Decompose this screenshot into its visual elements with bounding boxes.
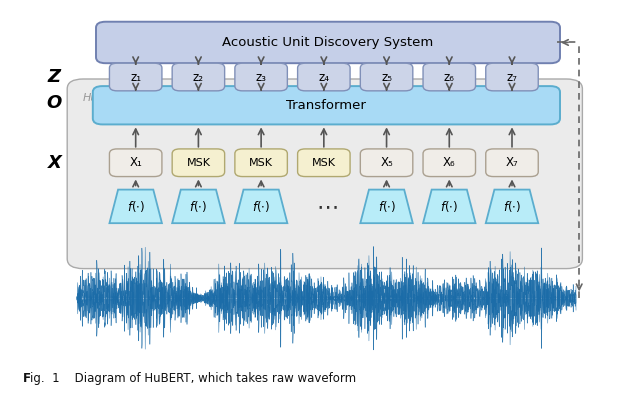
Polygon shape (486, 190, 538, 223)
Text: X₇: X₇ (506, 156, 518, 169)
Text: z₁: z₁ (130, 71, 141, 83)
Text: X: X (47, 154, 61, 172)
FancyBboxPatch shape (298, 149, 350, 177)
Text: $\cdots$: $\cdots$ (316, 197, 337, 216)
Text: MSK: MSK (249, 158, 273, 168)
Text: MSK: MSK (312, 158, 336, 168)
FancyBboxPatch shape (109, 63, 162, 91)
Text: ig.  1    Diagram of HuBERT, which takes raw waveform: ig. 1 Diagram of HuBERT, which takes raw… (30, 372, 356, 385)
Text: z₇: z₇ (506, 71, 518, 83)
Text: X₅: X₅ (380, 156, 393, 169)
Text: O: O (47, 94, 62, 112)
FancyBboxPatch shape (360, 149, 413, 177)
Text: z₂: z₂ (193, 71, 204, 83)
FancyBboxPatch shape (67, 79, 582, 269)
FancyBboxPatch shape (423, 149, 476, 177)
Text: Acoustic Unit Discovery System: Acoustic Unit Discovery System (222, 36, 434, 49)
Polygon shape (423, 190, 476, 223)
Text: z₅: z₅ (381, 71, 392, 83)
Text: $f(\cdot)$: $f(\cdot)$ (252, 199, 270, 214)
FancyBboxPatch shape (360, 63, 413, 91)
Text: z₄: z₄ (318, 71, 330, 83)
FancyBboxPatch shape (486, 63, 538, 91)
FancyBboxPatch shape (172, 149, 225, 177)
Text: X₁: X₁ (129, 156, 142, 169)
Text: $f(\cdot)$: $f(\cdot)$ (440, 199, 458, 214)
FancyBboxPatch shape (235, 149, 287, 177)
Text: $f(\cdot)$: $f(\cdot)$ (503, 199, 521, 214)
FancyBboxPatch shape (423, 63, 476, 91)
Text: $f(\cdot)$: $f(\cdot)$ (127, 199, 145, 214)
Polygon shape (235, 190, 287, 223)
FancyBboxPatch shape (486, 149, 538, 177)
Polygon shape (109, 190, 162, 223)
Text: Hubert: Hubert (83, 93, 122, 103)
Text: F: F (22, 372, 31, 385)
FancyBboxPatch shape (298, 63, 350, 91)
Text: $f(\cdot)$: $f(\cdot)$ (189, 199, 207, 214)
FancyBboxPatch shape (93, 86, 560, 124)
Text: MSK: MSK (186, 158, 211, 168)
Text: X₆: X₆ (443, 156, 456, 169)
Text: $f(\cdot)$: $f(\cdot)$ (378, 199, 396, 214)
Text: z₃: z₃ (255, 71, 267, 83)
FancyBboxPatch shape (235, 63, 287, 91)
Polygon shape (360, 190, 413, 223)
FancyBboxPatch shape (172, 63, 225, 91)
FancyBboxPatch shape (96, 22, 560, 63)
Text: Z: Z (48, 68, 61, 86)
Text: z₆: z₆ (444, 71, 454, 83)
Polygon shape (172, 190, 225, 223)
Text: Transformer: Transformer (287, 99, 366, 112)
FancyBboxPatch shape (109, 149, 162, 177)
